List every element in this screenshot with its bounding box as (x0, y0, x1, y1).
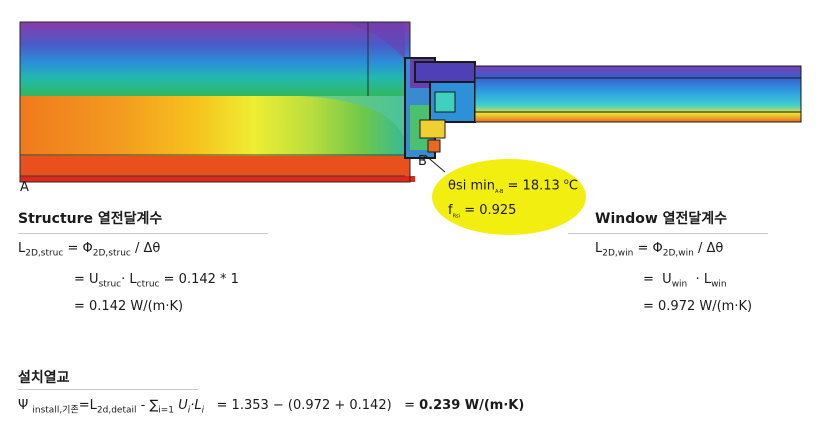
install-heading: 설치열교 (18, 370, 70, 386)
result-callout: θsi minA-B = 18.13 oC fRsi = 0.925 (432, 159, 586, 235)
window-eq1: L2D,win = Φ2D,win / Δθ (595, 241, 724, 259)
window-heading: Window 열전달계수 (595, 211, 728, 227)
window-divider (568, 233, 768, 234)
window-eq3: = 0.972 W/(m·K) (643, 299, 753, 314)
structure-eq1: L2D,struc = Φ2D,struc / Δθ (18, 241, 161, 259)
thermal-simulation-image (19, 21, 802, 183)
point-a-label: A (20, 180, 29, 195)
theta-si-min: θsi minA-B = 18.13 oC (448, 177, 578, 195)
structure-heading: Structure 열전달계수 (18, 211, 163, 227)
install-divider (18, 389, 198, 390)
install-equation: Ψ install,기존=L2d,detail - ∑i=1 Ui·Li = 1… (18, 398, 525, 416)
window-eq2: = Uwin · Lwin (643, 272, 727, 290)
structure-eq3: = 0.142 W/(m·K) (74, 299, 184, 314)
structure-eq2: = Ustruc· Lctruc = 0.142 * 1 (74, 272, 239, 290)
f-rsi: fRsi = 0.925 (448, 203, 517, 220)
point-b-label: B (418, 154, 427, 169)
structure-divider (18, 233, 268, 234)
install-result: 0.239 W/(m·K) (419, 398, 525, 413)
